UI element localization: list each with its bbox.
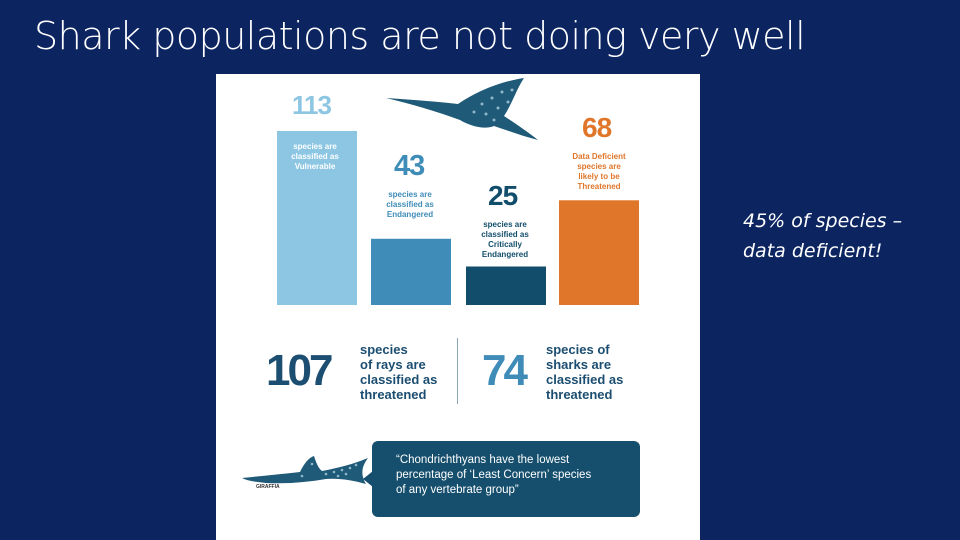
bar-chart — [277, 131, 639, 305]
quote-box: “Chondrichthyans have the lowest percent… — [363, 441, 640, 517]
bar-caption: Data Deficient species are likely to be … — [572, 152, 626, 191]
bar-value-label: 68 — [582, 112, 612, 143]
sharks-threatened-number: 74 — [482, 346, 528, 395]
quote-pointer — [363, 471, 373, 487]
guitarfish-illustration — [242, 456, 368, 484]
bar-value-label: 25 — [488, 180, 518, 211]
bar-value-label: 43 — [394, 150, 425, 182]
infographic: 113 species are classified as Vulnerable… — [216, 74, 700, 540]
bar-1 — [277, 131, 357, 305]
bar-4 — [559, 200, 639, 305]
stats-divider — [457, 338, 458, 404]
species-label: GIRAFFIA — [256, 484, 280, 490]
slide-title: Shark populations are not doing very wel… — [34, 14, 806, 58]
rays-threatened-number: 107 — [266, 346, 333, 395]
side-note: 45% of species – data deficient! — [743, 210, 903, 262]
quote-text: “Chondrichthyans have the lowest percent… — [396, 454, 592, 496]
rays-threatened-text: species of rays are classified as threat… — [360, 342, 438, 402]
bar-value-label: 113 — [292, 90, 332, 120]
bar-2 — [371, 238, 451, 305]
bar-caption: species are classified as Endangered — [386, 190, 434, 219]
sharks-threatened-text: species of sharks are classified as thre… — [546, 342, 624, 402]
bar-3 — [466, 266, 546, 305]
bar-caption: species are classified as Critically End… — [481, 220, 529, 259]
eagle-ray-illustration — [386, 78, 538, 140]
bar-caption: species are classified as Vulnerable — [291, 142, 339, 171]
